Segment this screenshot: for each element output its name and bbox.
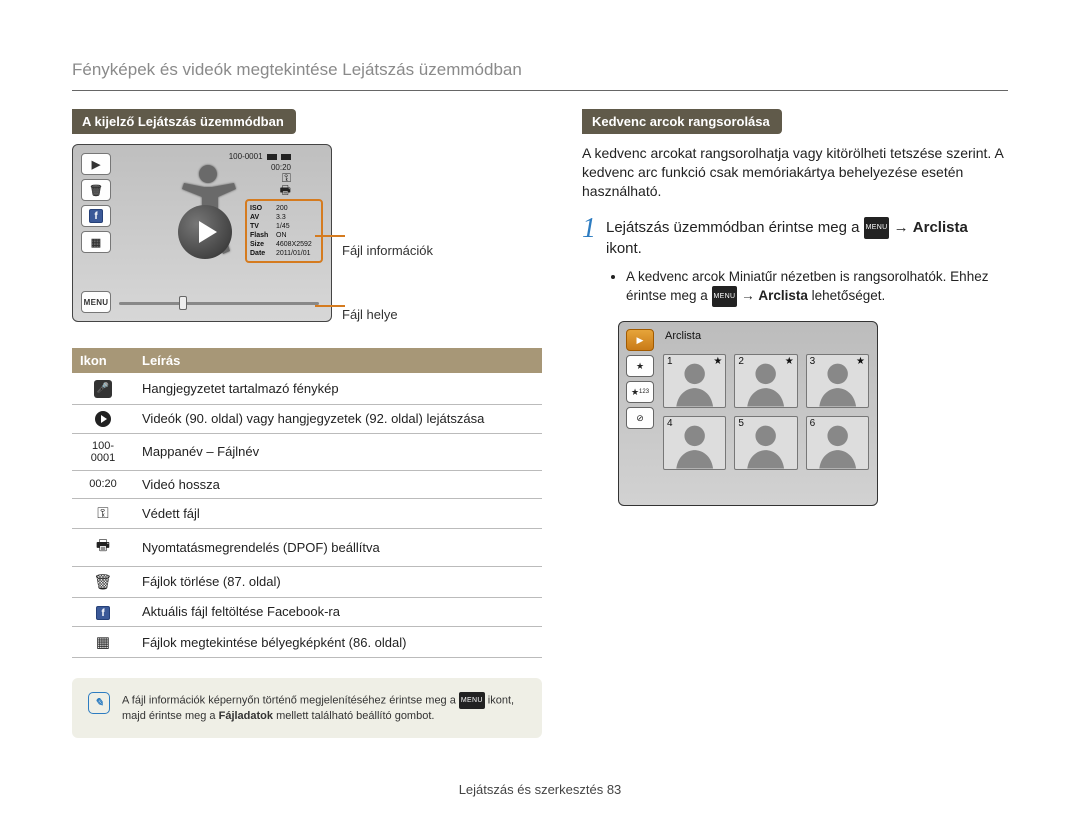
play-icon[interactable]: ▶: [81, 153, 111, 175]
rank-icon[interactable]: ★123: [626, 381, 654, 403]
delete-icon[interactable]: ⊘: [626, 407, 654, 429]
callout-filepos: Fájl helye: [342, 300, 433, 330]
divider: [72, 90, 1008, 91]
face-thumb[interactable]: 5: [734, 416, 797, 470]
face-thumb[interactable]: 4: [663, 416, 726, 470]
camera-lcd-mock: 100-0001 00:20 ⚿ 🖶 ▶ 🗑 f ▦ MENU: [72, 144, 332, 322]
arclista-screen: ▶ ★ ★123 ⊘ Arclista 1★ 2★ 3★ 4 5 6: [618, 321, 878, 506]
printer-icon: 🖶: [96, 537, 110, 554]
table-header-icon: Ikon: [72, 348, 134, 373]
fav-icon[interactable]: ★: [626, 355, 654, 377]
face-thumb[interactable]: 2★: [734, 354, 797, 408]
step-number: 1: [582, 217, 596, 259]
face-thumb[interactable]: 3★: [806, 354, 869, 408]
thumbnails-icon: ▦: [96, 634, 110, 651]
right-heading: Kedvenc arcok rangsorolása: [582, 109, 782, 134]
callout-fileinfo: Fájl információk: [342, 236, 433, 266]
facebook-icon: f: [96, 606, 110, 620]
info-icon: ✎: [88, 692, 110, 714]
voice-memo-icon: 🎤: [94, 380, 112, 398]
face-thumb[interactable]: 6: [806, 416, 869, 470]
left-heading: A kijelző Lejátszás üzemmódban: [72, 109, 296, 134]
face-thumb[interactable]: 1★: [663, 354, 726, 408]
icon-legend-table: Ikon Leírás 🎤Hangjegyzetet tartalmazó fé…: [72, 348, 542, 658]
trash-icon[interactable]: 🗑: [81, 179, 111, 201]
step-text: Lejátszás üzemmódban érintse meg a MENU …: [606, 217, 968, 259]
key-icon: ⚿: [97, 505, 108, 522]
facebook-icon[interactable]: f: [81, 205, 111, 227]
right-intro: A kedvenc arcokat rangsorolhatja vagy ki…: [582, 144, 1008, 201]
page-title: Fényképek és videók megtekintése Lejátsz…: [72, 60, 1008, 80]
table-header-desc: Leírás: [134, 348, 542, 373]
play-icon[interactable]: ▶: [626, 329, 654, 351]
play-overlay-icon[interactable]: [178, 205, 232, 259]
info-note: ✎ A fájl információk képernyőn történő m…: [72, 678, 542, 738]
play-icon: [95, 411, 111, 427]
mini-title: Arclista: [665, 330, 701, 342]
thumbnails-icon[interactable]: ▦: [81, 231, 111, 253]
menu-button[interactable]: MENU: [81, 291, 111, 313]
file-info-box: ISO200 AV3.3 TV1/45 FlashON Size4608X259…: [245, 199, 323, 263]
bullet-item: A kedvenc arcok Miniatűr nézetben is ran…: [626, 267, 1008, 307]
seek-slider[interactable]: [119, 297, 319, 309]
trash-icon: 🗑: [93, 574, 112, 591]
page-footer: Lejátszás és szerkesztés 83: [72, 782, 1008, 797]
